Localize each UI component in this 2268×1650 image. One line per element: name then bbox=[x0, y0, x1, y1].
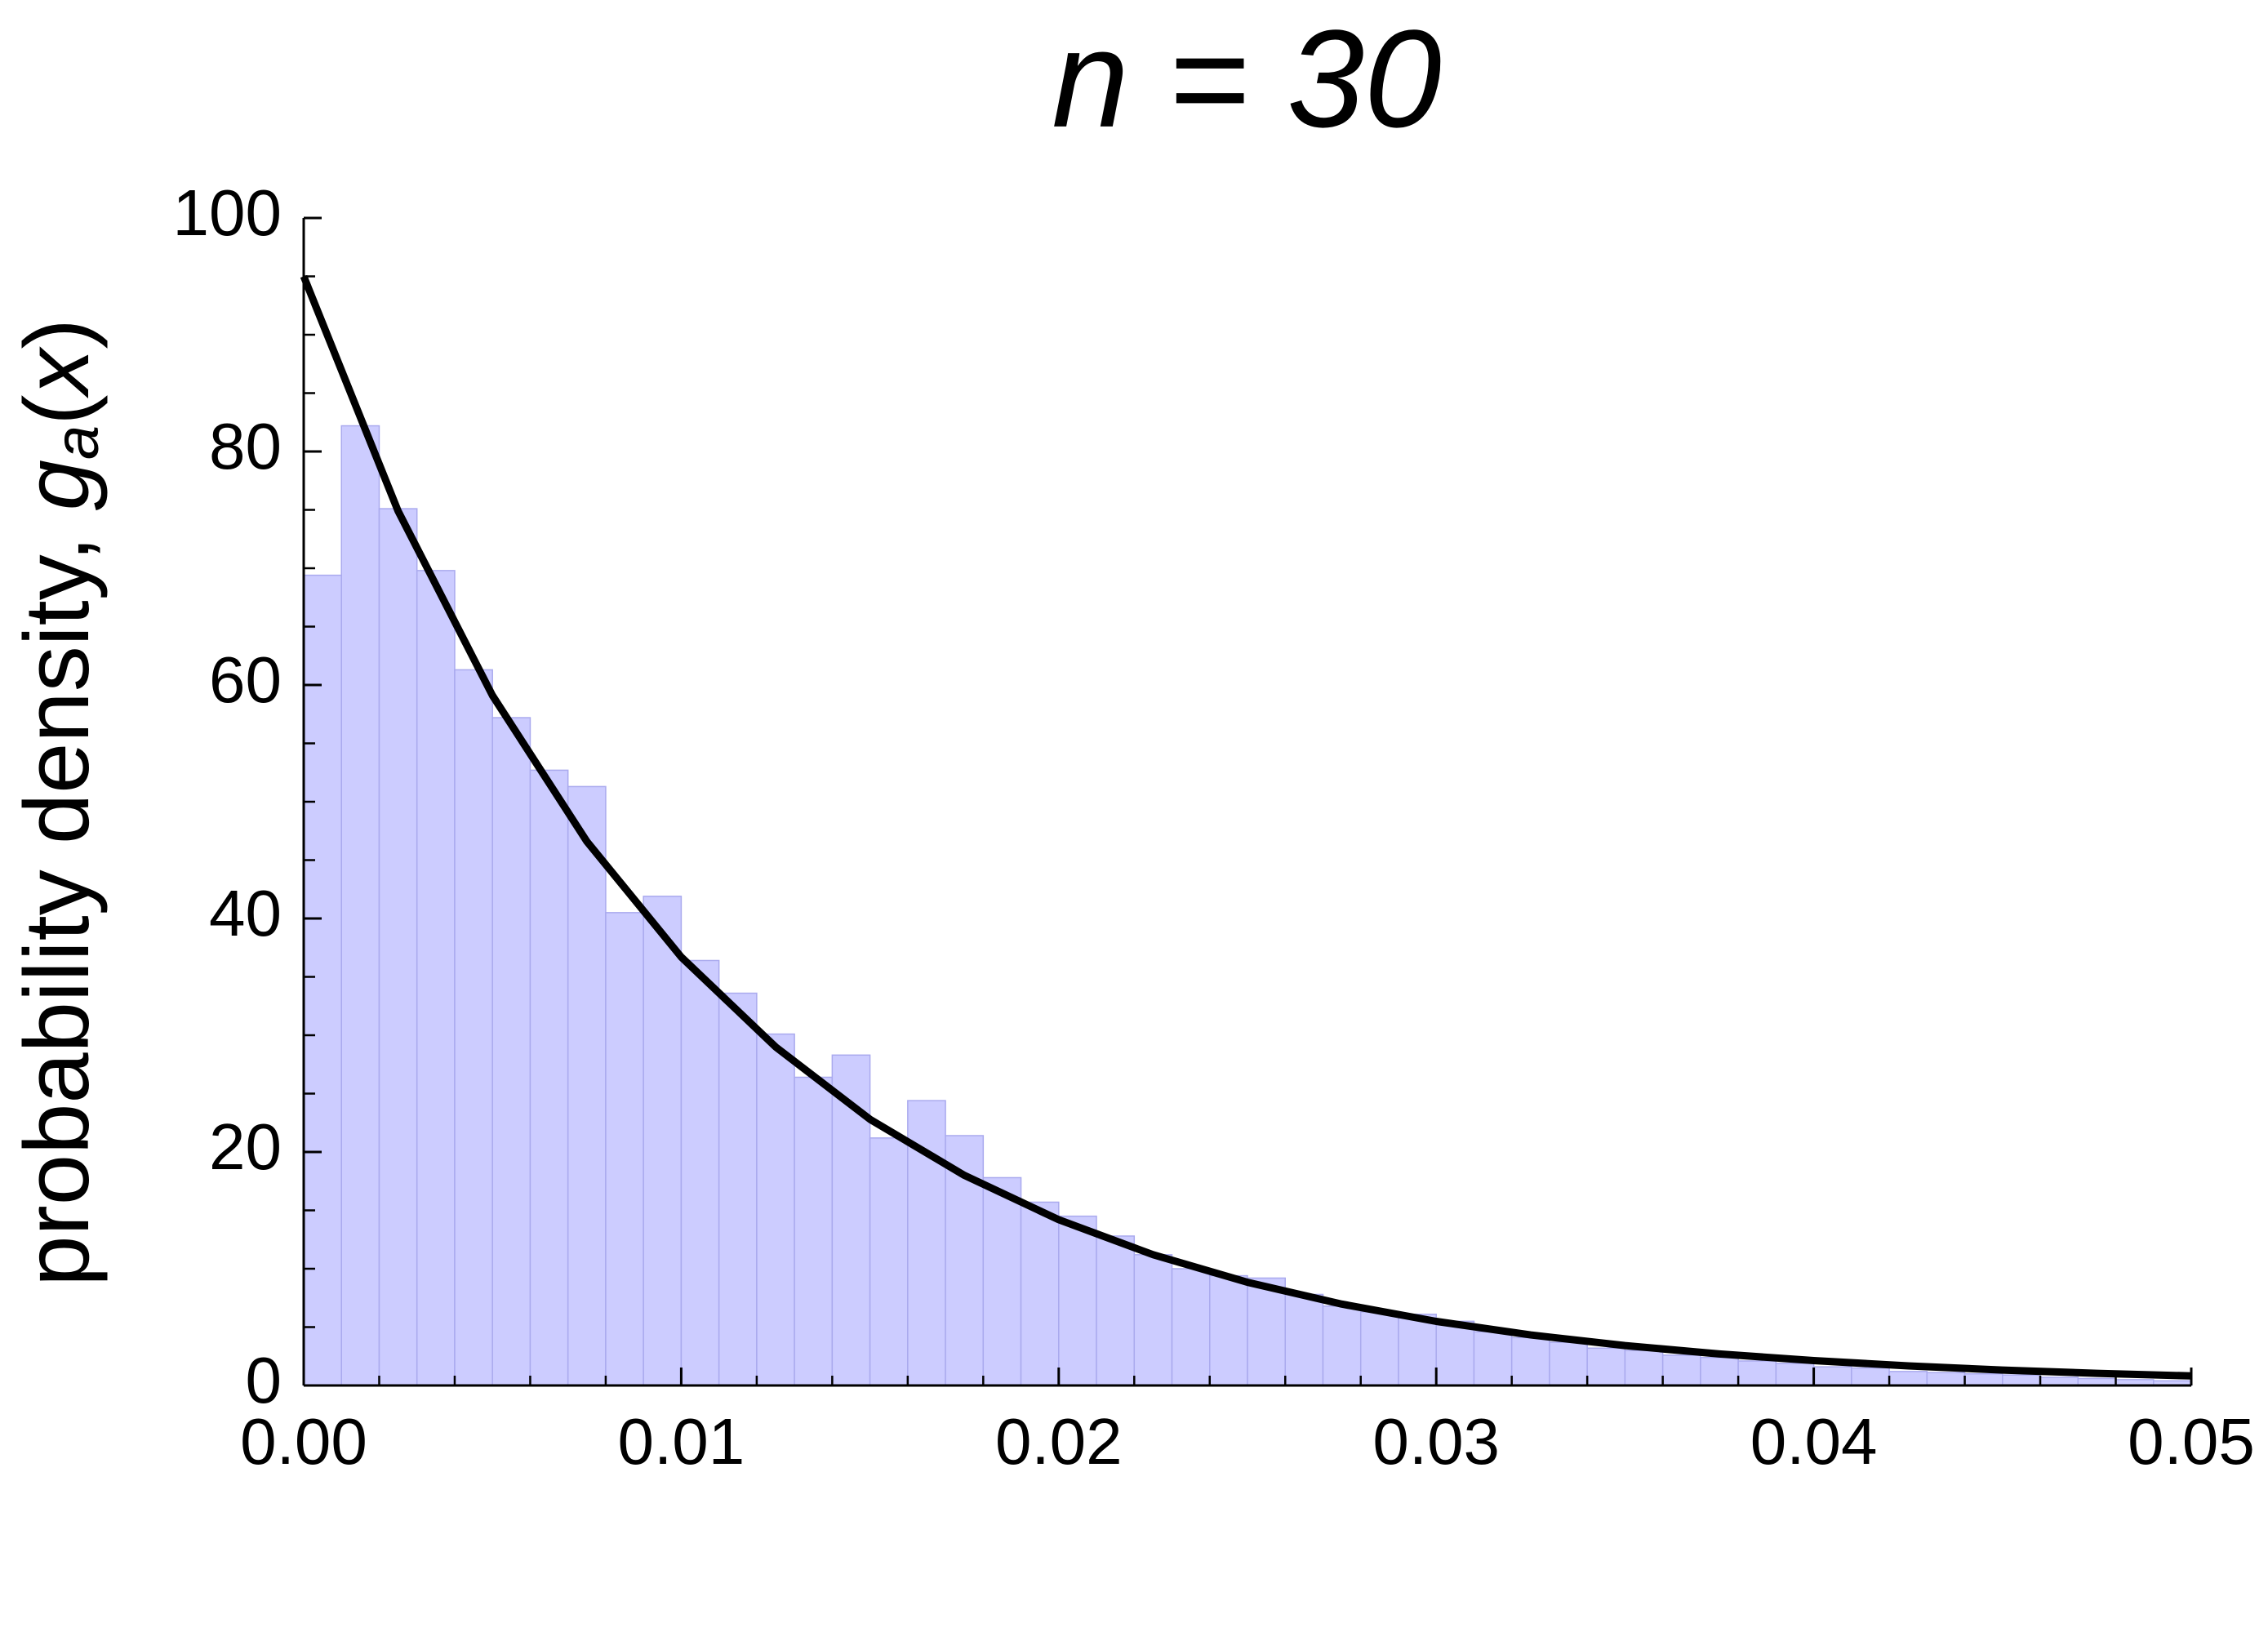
bar bbox=[303, 574, 342, 1386]
bar bbox=[1775, 1363, 1815, 1386]
bar bbox=[2002, 1374, 2041, 1386]
bar bbox=[1926, 1372, 1966, 1386]
bar bbox=[1510, 1336, 1550, 1386]
bar bbox=[491, 717, 531, 1386]
bar bbox=[1284, 1293, 1324, 1386]
bar bbox=[567, 785, 607, 1386]
bar bbox=[1020, 1201, 1060, 1386]
x-tick-label: 0.00 bbox=[240, 1405, 367, 1478]
bar bbox=[1209, 1274, 1248, 1386]
bar bbox=[1624, 1350, 1664, 1386]
bar bbox=[1133, 1254, 1173, 1386]
bar bbox=[643, 896, 683, 1386]
bar bbox=[1435, 1320, 1475, 1386]
bar bbox=[1473, 1331, 1513, 1386]
bar bbox=[756, 1033, 795, 1386]
bar bbox=[718, 992, 758, 1386]
bar bbox=[1963, 1372, 2003, 1386]
y-label-subscript: a bbox=[42, 425, 112, 460]
bar bbox=[982, 1176, 1022, 1386]
bar bbox=[454, 669, 493, 1386]
x-tick-label: 0.01 bbox=[618, 1405, 745, 1478]
bar bbox=[1661, 1354, 1701, 1386]
y-label-argument: x bbox=[6, 346, 108, 399]
bar bbox=[378, 508, 418, 1386]
y-tick-label: 40 bbox=[209, 877, 282, 950]
bar bbox=[416, 570, 456, 1386]
bar bbox=[1171, 1268, 1211, 1386]
bar bbox=[1322, 1305, 1362, 1386]
bar bbox=[1058, 1215, 1097, 1386]
y-tick-label: 0 bbox=[246, 1344, 282, 1417]
x-tick-label: 0.02 bbox=[995, 1405, 1123, 1478]
bar bbox=[605, 912, 644, 1386]
y-tick-label: 60 bbox=[209, 643, 282, 716]
bar bbox=[1812, 1366, 1852, 1386]
bar bbox=[1359, 1311, 1399, 1386]
bar bbox=[2039, 1376, 2079, 1386]
y-tick-label: 100 bbox=[173, 176, 282, 249]
bar bbox=[1851, 1367, 1890, 1386]
density-curve bbox=[300, 274, 2192, 1380]
bar bbox=[1700, 1356, 1739, 1386]
bar bbox=[680, 959, 720, 1386]
y-tick-label: 20 bbox=[209, 1110, 282, 1183]
bar bbox=[1586, 1347, 1626, 1386]
x-tick-label: 0.05 bbox=[2128, 1405, 2255, 1478]
y-label-function: g bbox=[6, 460, 108, 510]
bar bbox=[1096, 1235, 1136, 1386]
x-tick-label: 0.03 bbox=[1372, 1405, 1500, 1478]
y-label-paren: ( bbox=[6, 395, 108, 425]
y-label-text: probability density, bbox=[6, 510, 108, 1286]
bar bbox=[1398, 1314, 1437, 1386]
bar bbox=[1247, 1277, 1286, 1386]
y-label-paren: ) bbox=[6, 318, 108, 349]
bar bbox=[1549, 1341, 1588, 1386]
bar bbox=[869, 1137, 909, 1386]
y-axis-label: probability density, ga(x) bbox=[6, 318, 113, 1287]
chart-title: n = 30 bbox=[1052, 2, 1441, 157]
bar bbox=[340, 425, 380, 1386]
y-tick-label: 80 bbox=[209, 410, 282, 483]
bar bbox=[1888, 1371, 1928, 1386]
bar bbox=[794, 1076, 834, 1386]
bar bbox=[529, 769, 569, 1386]
bar bbox=[1737, 1360, 1777, 1386]
x-tick-label: 0.04 bbox=[1750, 1405, 1878, 1478]
